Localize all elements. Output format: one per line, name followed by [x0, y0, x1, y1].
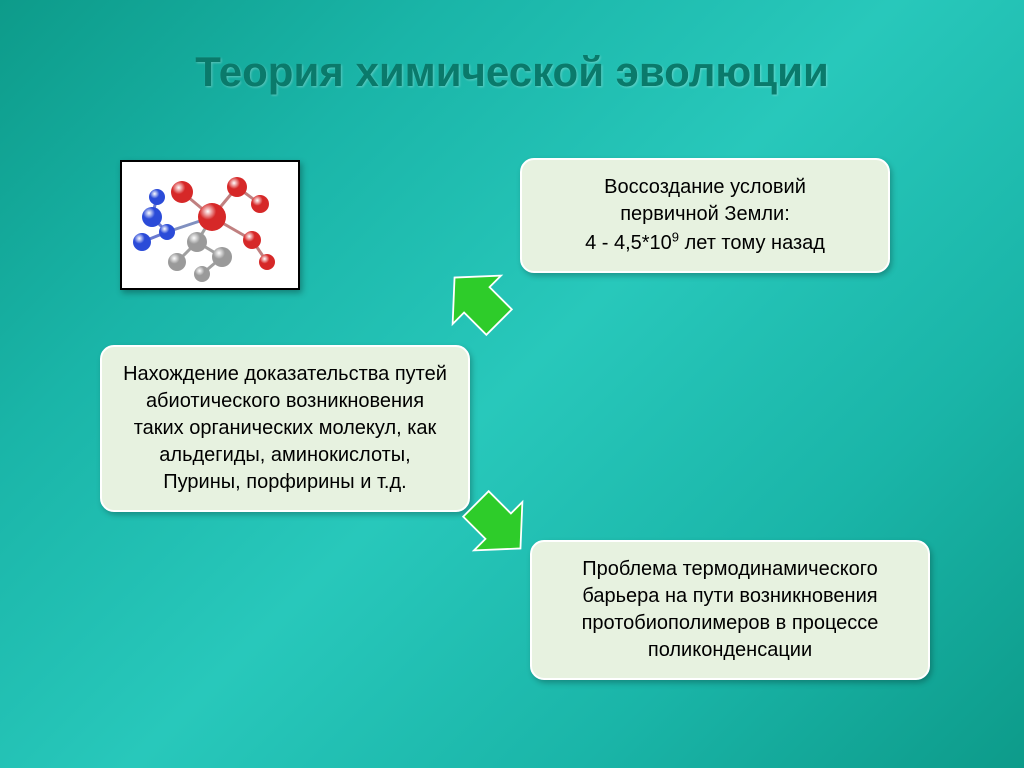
slide-title: Теория химической эволюции: [0, 48, 1024, 96]
box1-line2: 4 - 4,5*109 лет тому назад: [585, 232, 825, 254]
box1-line1: Воссоздание условийпервичной Земли:: [604, 176, 806, 225]
molecule-svg: [122, 162, 298, 288]
arrow-down-left: [435, 258, 525, 348]
box-thermodynamic-barrier: Проблема термодинамического барьера на п…: [530, 540, 930, 680]
arrow-down-right: [450, 478, 540, 568]
box-abiotic-evidence: Нахождение доказательства путей абиотиче…: [100, 345, 470, 512]
molecule-image: [120, 160, 300, 290]
box-primordial-earth: Воссоздание условийпервичной Земли: 4 - …: [520, 158, 890, 273]
